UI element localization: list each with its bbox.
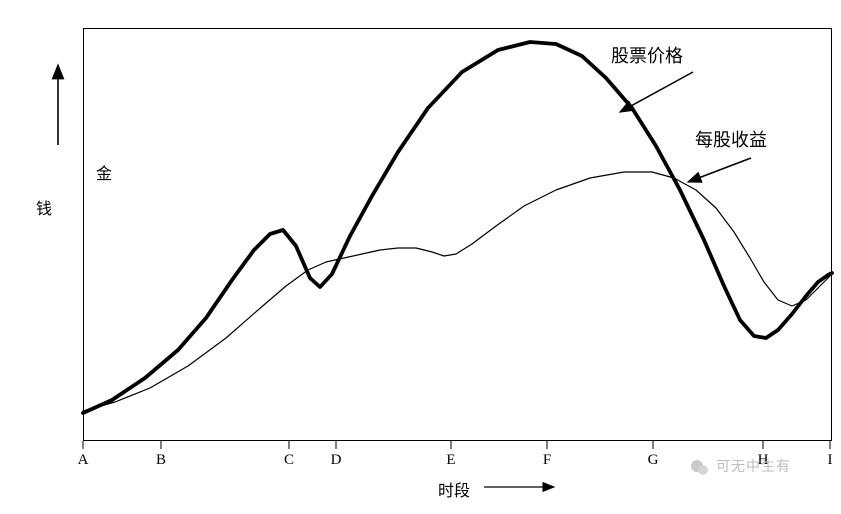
watermark: 可无中生有 — [690, 456, 791, 478]
x-tick-label: I — [828, 452, 833, 469]
x-tick-label: E — [446, 452, 455, 469]
series-stock-price-line — [83, 42, 832, 413]
x-tick-label: F — [543, 452, 551, 469]
y-axis-label-outer: 钱 — [36, 200, 52, 219]
eps-label-arrow — [688, 158, 751, 182]
x-tick-label: B — [156, 452, 166, 469]
x-tick-label: D — [331, 452, 342, 469]
y-axis-label-inner: 金 — [96, 165, 112, 184]
eps-label: 每股收益 — [695, 126, 767, 152]
stock-price-label-arrow — [620, 72, 693, 112]
stock-price-label: 股票价格 — [611, 42, 683, 68]
watermark-text: 可无中生有 — [716, 460, 791, 475]
wechat-icon — [690, 458, 710, 478]
x-axis-label: 时段 — [438, 477, 470, 501]
series-eps-line — [83, 172, 832, 411]
x-tick-label: A — [78, 452, 89, 469]
chart-svg — [0, 0, 841, 514]
x-tick-label: C — [284, 452, 294, 469]
x-ticks — [83, 441, 830, 449]
x-tick-label: G — [648, 452, 659, 469]
